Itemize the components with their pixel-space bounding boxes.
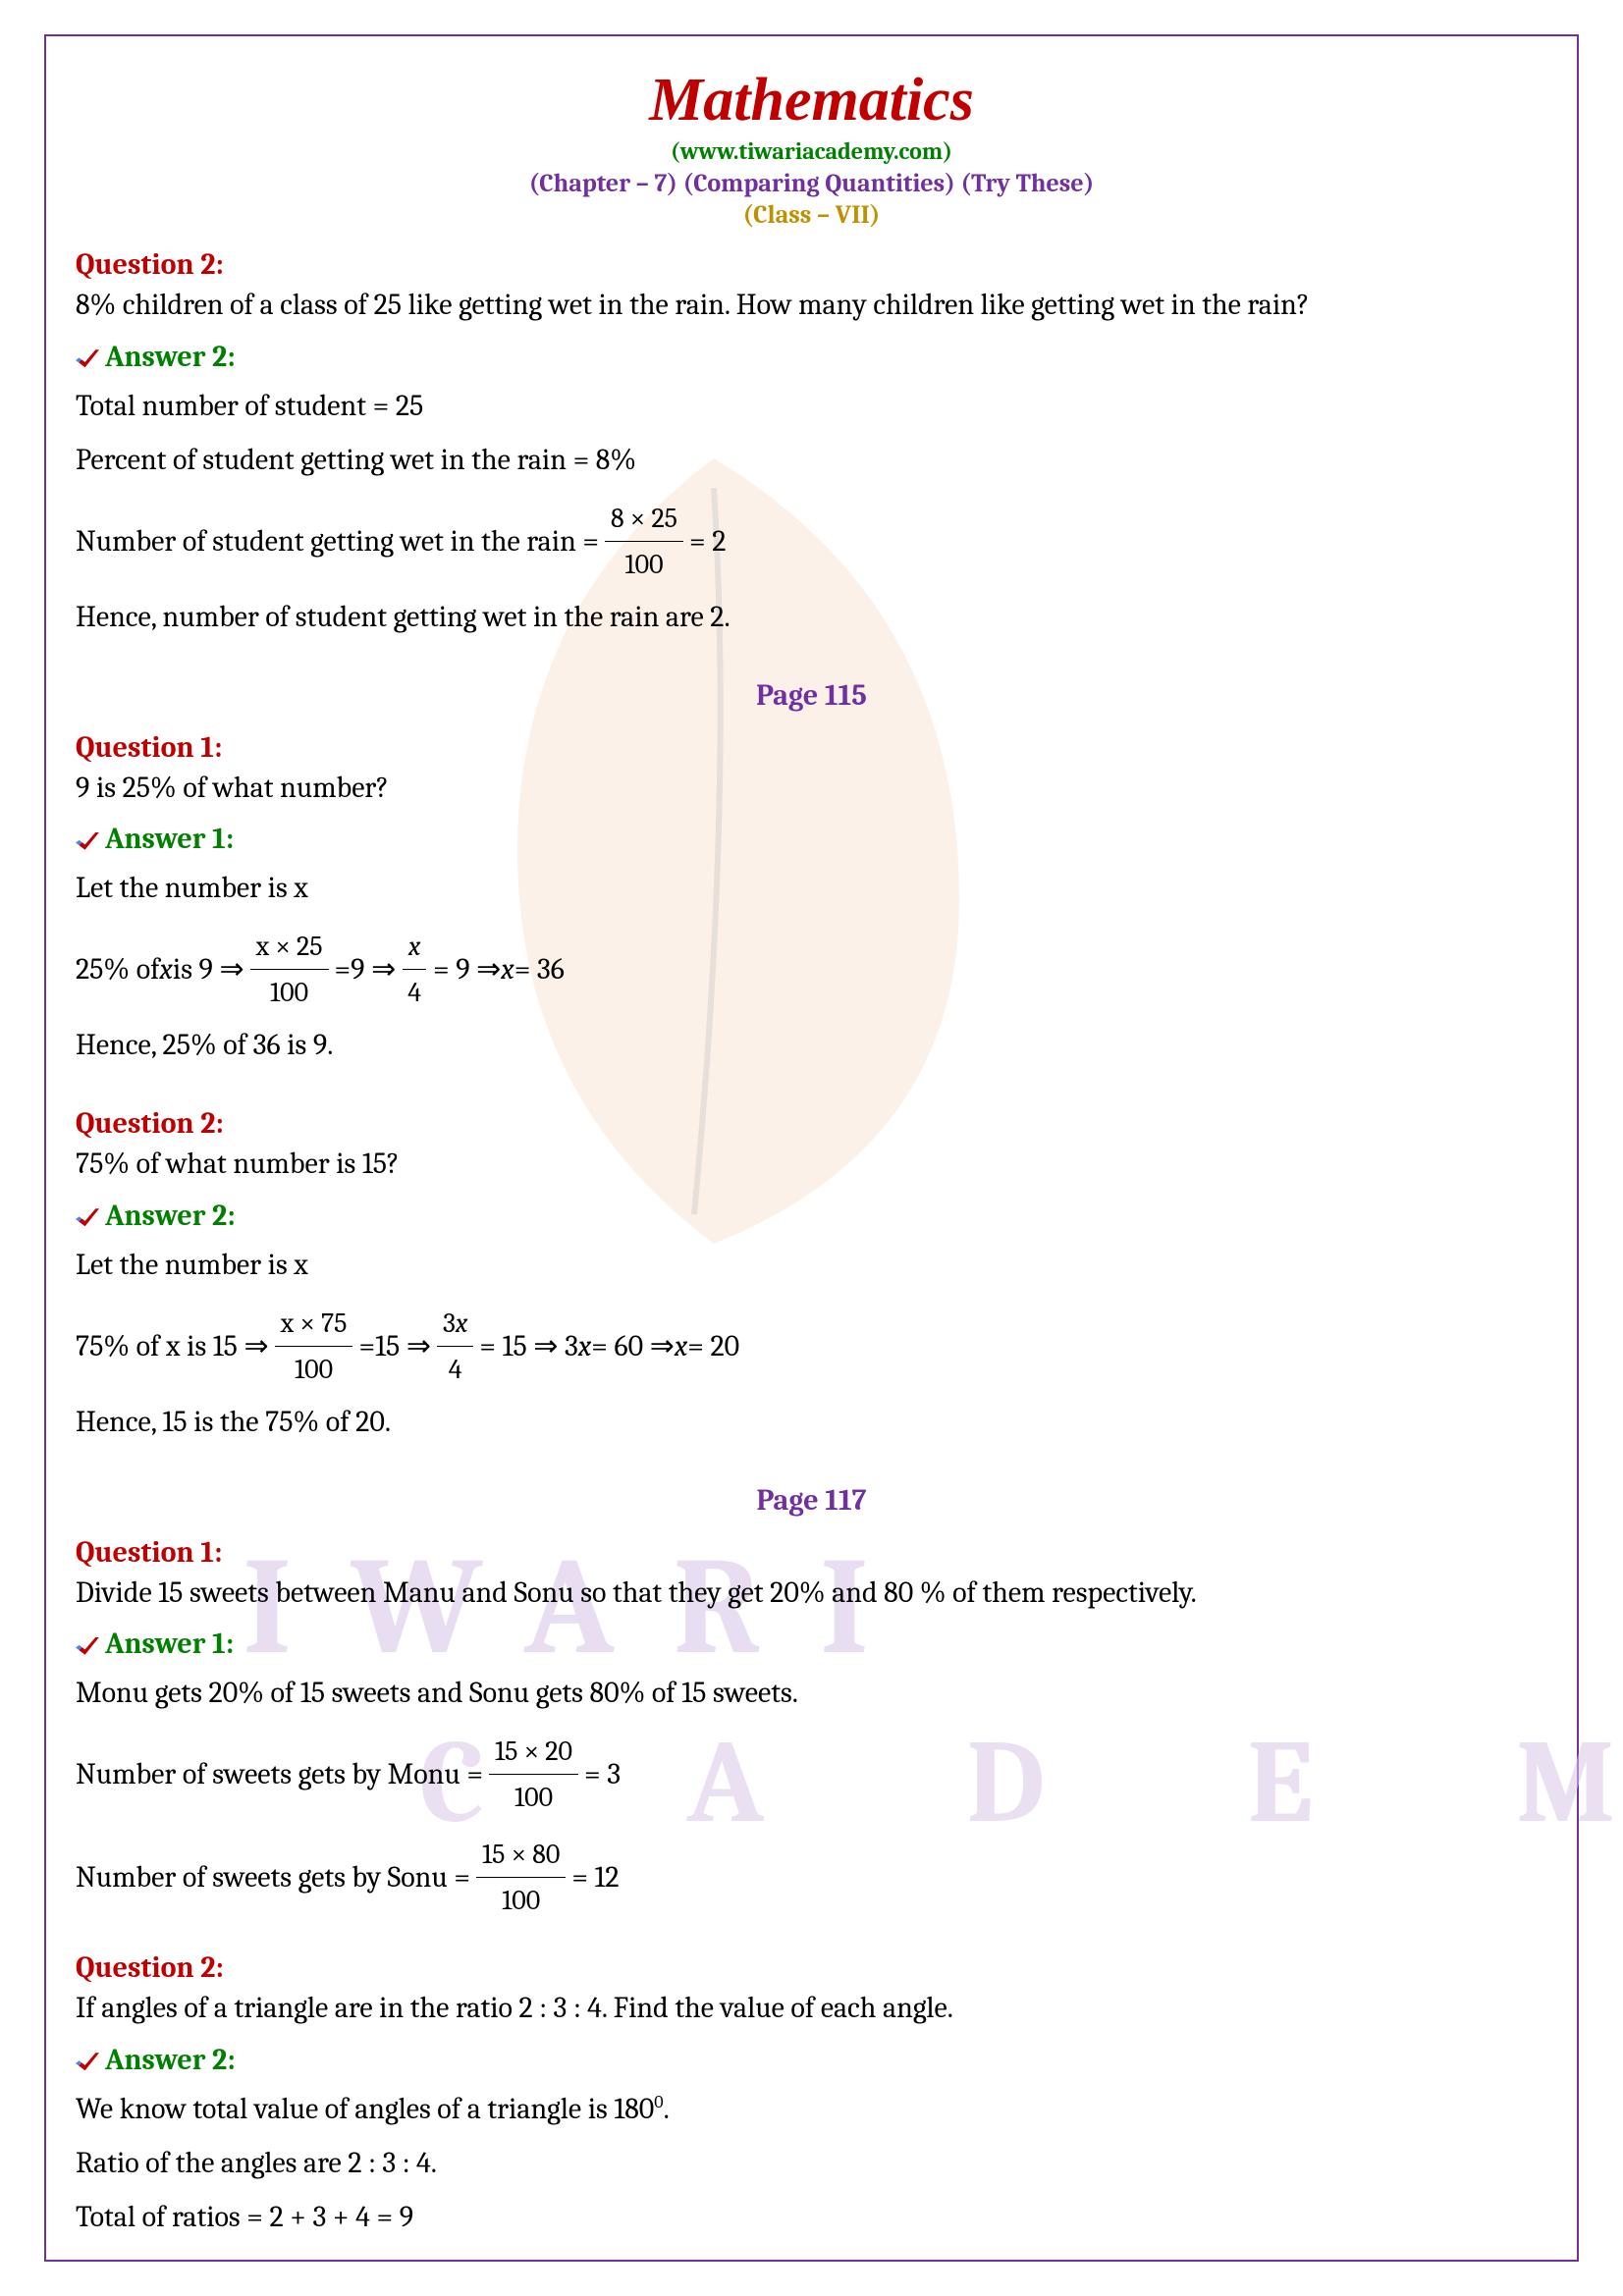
answer-label: Answer 2: [76, 2043, 1547, 2077]
sup: 0 [654, 2092, 663, 2112]
question-label: Question 1: [76, 730, 1547, 765]
var-x: x [501, 947, 514, 991]
text: = 12 [571, 1855, 619, 1899]
text: We know total value of angles of a trian… [76, 2092, 654, 2126]
answer-line: Hence, 15 is the 75% of 20. [76, 1400, 1547, 1444]
answer-label: Answer 2: [76, 1199, 1547, 1233]
fraction: x × 25 100 [250, 926, 329, 1013]
question-text: Divide 15 sweets between Manu and Sonu s… [76, 1574, 1547, 1614]
text: is 9 ⇒ [173, 947, 244, 991]
fraction: 15 × 20 100 [489, 1731, 578, 1818]
answer-line: 25% of x is 9 ⇒ x × 25 100 =9 ⇒ x 4 = 9 … [76, 926, 1547, 1013]
text: = 15 ⇒ 3 [479, 1324, 578, 1368]
denominator: 100 [509, 1775, 559, 1818]
content: Mathematics (www.tiwariacademy.com) (Cha… [76, 66, 1547, 2239]
fraction: x 4 [402, 926, 427, 1013]
question-label: Question 2: [76, 1950, 1547, 1985]
answer-line: Number of sweets gets by Sonu = 15 × 80 … [76, 1834, 1547, 1921]
var-x: x [675, 1324, 687, 1368]
page-border: IWARI C A D E M Y Mathematics (www.tiwar… [44, 34, 1579, 2262]
answer-line: Total number of student = 25 [76, 384, 1547, 428]
text: 25% of [76, 947, 160, 991]
answer-line: Hence, 25% of 36 is 9. [76, 1023, 1547, 1067]
question-text: If angles of a triangle are in the ratio… [76, 1989, 1547, 2029]
text: Number of sweets gets by Sonu = [76, 1855, 470, 1899]
numerator: 3x [437, 1303, 473, 1347]
page-marker: Page 115 [76, 678, 1547, 713]
answer-line: Let the number is x [76, 866, 1547, 910]
header: Mathematics (www.tiwariacademy.com) (Cha… [76, 66, 1547, 230]
question-text: 8% children of a class of 25 like gettin… [76, 286, 1547, 326]
answer-line: Number of sweets gets by Monu = 15 × 20 … [76, 1731, 1547, 1818]
numerator: 15 × 20 [489, 1731, 578, 1775]
numerator: 8 × 25 [605, 498, 683, 542]
var-x: x [160, 947, 173, 991]
answer-label: Answer 1: [76, 1627, 1547, 1661]
answer-line: Hence, number of student getting wet in … [76, 595, 1547, 639]
text: = 20 [687, 1324, 739, 1368]
answer-line: 75% of x is 15 ⇒ x × 75 100 =15 ⇒ 3x 4 =… [76, 1303, 1547, 1390]
text: =15 ⇒ [358, 1324, 430, 1368]
question-text: 9 is 25% of what number? [76, 769, 1547, 809]
question-text: 75% of what number is 15? [76, 1145, 1547, 1185]
text: Number of sweets gets by Monu = [76, 1752, 483, 1796]
numerator: x × 25 [250, 926, 329, 970]
text: = 3 [584, 1752, 621, 1796]
var-x: x [578, 1324, 591, 1368]
answer-label: Answer 2: [76, 340, 1547, 374]
text: . [664, 2092, 670, 2126]
text: 75% of x is 15 ⇒ [76, 1324, 269, 1368]
text: = 2 [689, 519, 726, 563]
answer-line: We know total value of angles of a trian… [76, 2087, 1547, 2131]
fraction: 3x 4 [437, 1303, 473, 1390]
question-label: Question 2: [76, 247, 1547, 282]
website-url: (www.tiwariacademy.com) [76, 137, 1547, 165]
class-line: (Class – VII) [76, 200, 1547, 230]
text: Number of student getting wet in the rai… [76, 519, 599, 563]
answer-line: Ratio of the angles are 2 : 3 : 4. [76, 2141, 1547, 2185]
numerator: 15 × 80 [476, 1834, 566, 1878]
chapter-line: (Chapter – 7) (Comparing Quantities) (Tr… [76, 169, 1547, 198]
answer-label: Answer 1: [76, 822, 1547, 856]
denominator: 100 [496, 1878, 546, 1921]
text: = 60 ⇒ [591, 1324, 675, 1368]
numerator: x × 75 [275, 1303, 353, 1347]
fraction: x × 75 100 [275, 1303, 353, 1390]
answer-line: Monu gets 20% of 15 sweets and Sonu gets… [76, 1671, 1547, 1715]
denominator: 4 [443, 1347, 468, 1390]
text: =9 ⇒ [335, 947, 397, 991]
fraction: 15 × 80 100 [476, 1834, 566, 1921]
answer-line: Number of student getting wet in the rai… [76, 498, 1547, 585]
text: 3 [443, 1308, 456, 1339]
fraction: 8 × 25 100 [605, 498, 683, 585]
question-label: Question 2: [76, 1106, 1547, 1141]
text: = 36 [514, 947, 565, 991]
denominator: 100 [619, 542, 669, 585]
text: = 9 ⇒ [433, 947, 501, 991]
answer-line: Percent of student getting wet in the ra… [76, 438, 1547, 482]
denominator: 100 [289, 1347, 339, 1390]
question-label: Question 1: [76, 1535, 1547, 1570]
denominator: 100 [264, 970, 314, 1013]
denominator: 4 [402, 970, 427, 1013]
answer-line: Let the number is x [76, 1243, 1547, 1287]
page-marker: Page 117 [76, 1483, 1547, 1518]
doc-title: Mathematics [76, 66, 1547, 135]
numerator: x [403, 926, 427, 970]
answer-line: Total of ratios = 2 + 3 + 4 = 9 [76, 2195, 1547, 2239]
